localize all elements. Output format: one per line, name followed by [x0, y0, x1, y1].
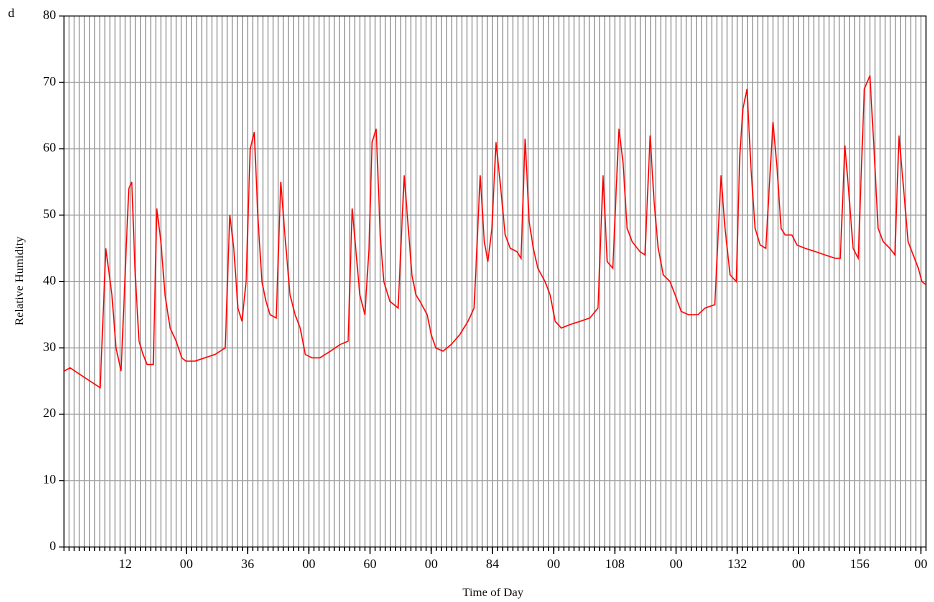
plot-border [63, 15, 927, 548]
x-tick-label: 36 [241, 556, 255, 571]
x-axis-label: Time of Day [463, 585, 524, 599]
y-tick-label: 40 [43, 272, 56, 287]
x-tick-label: 00 [792, 556, 805, 571]
x-tick-label: 84 [486, 556, 500, 571]
x-tick-label: 60 [364, 556, 377, 571]
y-axis-label: Relative Humidity [12, 237, 26, 326]
y-tick-label: 30 [43, 339, 56, 354]
y-tick-label: 60 [43, 140, 56, 155]
y-tick-label: 50 [43, 206, 56, 221]
x-tick-label: 00 [914, 556, 927, 571]
y-tick-label: 70 [43, 73, 56, 88]
x-tick-label: 156 [850, 556, 870, 571]
x-tick-label: 00 [670, 556, 683, 571]
x-tick-label: 00 [180, 556, 193, 571]
annotation: d [8, 5, 15, 20]
x-tick-label: 00 [547, 556, 560, 571]
x-tick-label: 00 [425, 556, 438, 571]
y-tick-label: 10 [43, 472, 56, 487]
x-tick-label: 108 [605, 556, 625, 571]
y-tick-label: 20 [43, 405, 56, 420]
y-tick-label: 80 [43, 7, 56, 22]
data-line [63, 75, 927, 389]
x-tick-label: 12 [119, 556, 132, 571]
y-tick-label: 0 [50, 538, 57, 553]
x-tick-label: 132 [728, 556, 748, 571]
x-tick-label: 00 [302, 556, 315, 571]
